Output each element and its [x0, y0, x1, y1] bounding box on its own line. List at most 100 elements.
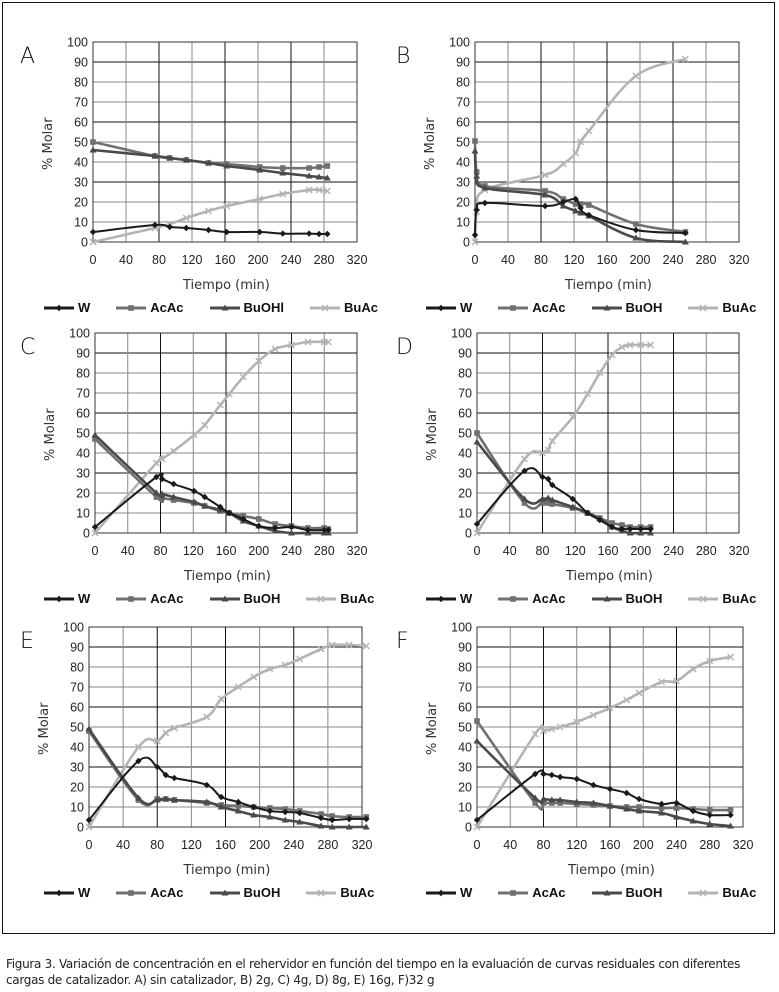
data-point-w — [135, 757, 142, 765]
data-point-w — [328, 816, 336, 824]
data-point-buoh — [689, 817, 697, 824]
data-point-w — [154, 763, 161, 771]
chart-d-svg: 0 10 20 30 40 50 60 70 80 90 100 0 40 80 120 160 200 240 2… — [451, 327, 749, 559]
legend-label: AcAc — [532, 591, 566, 606]
data-point-buoh — [152, 489, 160, 496]
data-point-buoh — [626, 529, 634, 536]
legend-label: AcAc — [150, 591, 184, 606]
y-tick-label: 60 — [70, 701, 84, 715]
data-point-w — [647, 525, 654, 533]
data-point-w — [363, 815, 370, 823]
data-point-buac — [158, 455, 166, 463]
series-line-buoh — [473, 150, 686, 244]
data-point-w — [596, 516, 604, 524]
grid — [92, 41, 358, 243]
x-tick-label: 240 — [663, 544, 684, 558]
legend-swatch-buohl — [209, 304, 240, 310]
data-point-acac — [542, 188, 548, 194]
y-tick-label: 100 — [67, 36, 88, 50]
x-tick-label: 240 — [663, 253, 684, 267]
series-acac — [86, 728, 370, 820]
data-point-buohl — [315, 173, 323, 180]
series-line-acac — [473, 140, 686, 234]
data-point-buac — [324, 338, 332, 346]
data-point-w — [626, 525, 634, 533]
legend-item-acac: AcAc — [116, 300, 184, 315]
data-point-acac — [316, 164, 322, 170]
data-point-acac — [557, 800, 563, 806]
data-point-w — [223, 228, 230, 236]
data-point-w — [151, 221, 159, 229]
legend-item-buac: BuAc — [688, 300, 756, 315]
y-tick-label: 20 — [74, 196, 88, 210]
legend-marker-acac — [510, 889, 517, 896]
data-point-w — [541, 202, 549, 210]
data-point-buoh — [203, 798, 211, 805]
y-tick-label: 60 — [458, 407, 472, 421]
chart-f-svg: 0 10 20 30 40 50 60 70 80 90 100 0 40 80 120 160 200 240 2… — [451, 621, 753, 853]
data-point-acac — [255, 516, 262, 522]
data-point-buac — [626, 341, 634, 349]
y-tick-label: 80 — [458, 661, 472, 675]
y-tick-label: 90 — [456, 56, 470, 70]
x-tick-label: 80 — [536, 544, 550, 558]
legend-label: BuAc — [340, 885, 375, 900]
y-tick-label: 90 — [70, 641, 84, 655]
series-buoh — [471, 147, 689, 245]
x-tick-label: 0 — [92, 544, 99, 558]
legend-item-buac: BuAc — [306, 885, 374, 900]
legend-item-w: W — [44, 591, 90, 606]
data-point-buac — [91, 529, 99, 537]
legend-label: BuAc — [722, 300, 757, 315]
legend-swatch-w — [426, 595, 456, 602]
y-axis-label: % Molar — [37, 702, 52, 755]
data-point-acac — [673, 805, 680, 811]
data-point-buac — [689, 665, 697, 673]
series-line-buoh — [476, 441, 651, 535]
legend-item-buoh: BuOH — [591, 885, 662, 900]
y-axis-label: % Molar — [43, 408, 58, 461]
data-point-buac — [647, 341, 655, 349]
data-point-buoh — [589, 799, 597, 806]
legend: W AcAc BuOH BuAc — [426, 300, 779, 315]
data-point-buac — [153, 737, 161, 745]
data-point-buohl — [166, 154, 174, 161]
legend-item-buoh: BuOH — [209, 591, 280, 606]
chart-panel-c: 0 10 20 30 40 50 60 70 80 90 100 0 40 80 120 160 200 240 2… — [0, 292, 385, 607]
y-tick-label: 50 — [458, 721, 472, 735]
legend-label: W — [460, 300, 473, 315]
y-tick-label: 50 — [458, 427, 472, 441]
data-point-acac — [235, 803, 242, 809]
data-point-buoh — [606, 802, 614, 809]
data-point-buoh — [539, 495, 546, 502]
data-point-w — [226, 509, 233, 517]
data-point-buac — [544, 446, 552, 454]
legend: W AcAc BuOHl BuAc — [44, 300, 404, 315]
legend-marker-w — [55, 889, 63, 896]
y-tick-label: 70 — [76, 387, 90, 401]
x-tick-label: 120 — [565, 544, 586, 558]
data-point-buac — [473, 823, 481, 831]
y-tick-label: 40 — [458, 447, 472, 461]
legend: W AcAc BuOH BuAc — [44, 885, 400, 900]
data-point-buac — [250, 673, 258, 681]
data-point-w — [153, 473, 160, 481]
x-tick-label: 280 — [314, 544, 335, 558]
data-point-buohl — [151, 152, 159, 159]
data-point-w — [183, 224, 190, 232]
data-point-buoh — [158, 490, 166, 497]
data-point-w — [279, 230, 286, 237]
data-point-buoh — [556, 796, 564, 803]
data-point-buac — [548, 725, 556, 733]
legend-marker-buac — [699, 888, 707, 897]
y-tick-label: 10 — [458, 507, 472, 521]
data-point-acac — [727, 807, 734, 813]
data-point-buoh — [281, 816, 289, 823]
data-point-buoh — [201, 502, 209, 509]
series-w — [91, 472, 332, 534]
data-point-buac — [623, 696, 631, 704]
x-tick-label: 280 — [696, 253, 717, 267]
y-tick-label: 50 — [70, 721, 84, 735]
data-point-buoh — [85, 725, 93, 732]
data-point-buoh — [681, 238, 689, 245]
